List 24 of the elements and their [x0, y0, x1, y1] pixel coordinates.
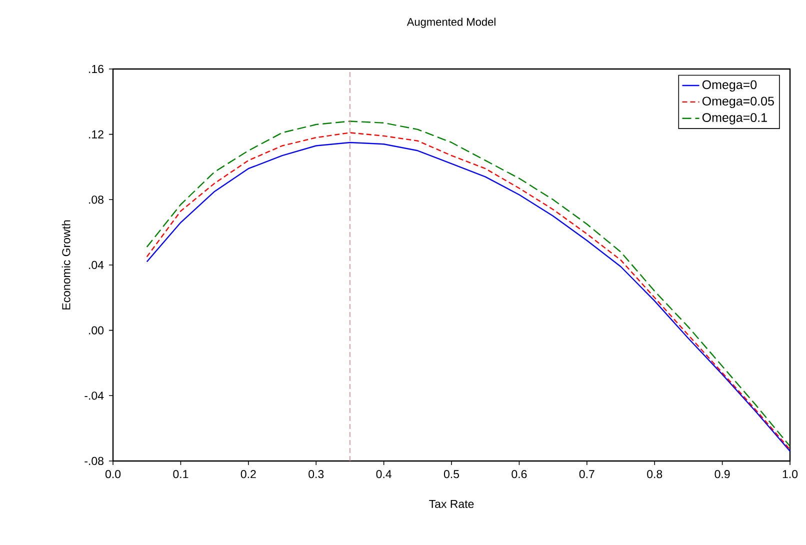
- legend-label: Omega=0: [702, 80, 757, 92]
- x-tick-label: 1.0: [782, 470, 798, 478]
- x-tick-label: 0.7: [579, 470, 594, 478]
- y-tick-label: -.08: [84, 456, 104, 466]
- legend-label: Omega=0.05: [702, 96, 774, 108]
- x-tick-label: 0.1: [173, 470, 188, 478]
- y-tick-label: .12: [89, 130, 104, 138]
- x-tick-label: 0.3: [308, 470, 324, 478]
- y-tick-label: .08: [89, 196, 104, 204]
- x-tick-label: 0.6: [512, 470, 527, 478]
- x-tick-label: 0.5: [444, 470, 460, 478]
- y-tick-label: .04: [89, 260, 104, 270]
- legend-label: Omega=0.1: [702, 113, 767, 124]
- x-tick-label: 0.2: [240, 470, 256, 478]
- y-tick-label: -.04: [84, 392, 104, 400]
- x-tick-label: 0.4: [376, 470, 392, 478]
- x-axis-title: Tax Rate: [429, 500, 474, 508]
- x-tick-label: 0.0: [105, 470, 121, 478]
- y-axis-title: Economic Growth: [62, 220, 70, 310]
- chart-title: Augmented Model: [406, 18, 496, 28]
- x-tick-label: 0.9: [714, 470, 730, 478]
- y-tick-label: .00: [89, 326, 104, 334]
- y-tick-label: .16: [89, 64, 104, 74]
- x-tick-label: 0.8: [647, 470, 662, 478]
